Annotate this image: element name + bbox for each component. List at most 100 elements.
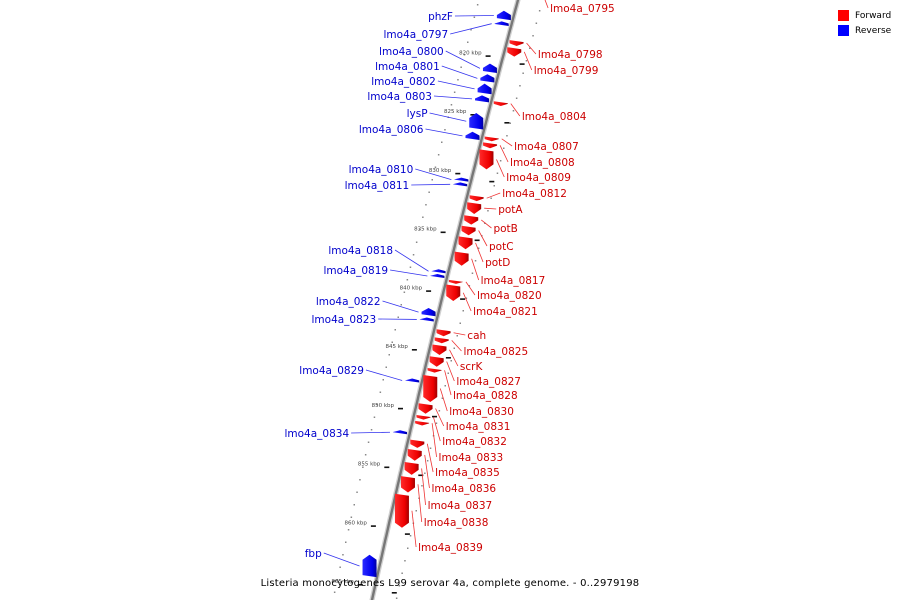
reverse-gene-fbp[interactable] bbox=[362, 554, 377, 578]
forward-gene-label[interactable]: lmo4a_0817 bbox=[481, 275, 546, 287]
reverse-gene-label[interactable]: lmo4a_0822 bbox=[316, 296, 381, 308]
reverse-gene-lysP[interactable] bbox=[469, 113, 484, 130]
reverse-gene-label[interactable]: lmo4a_0819 bbox=[323, 265, 388, 277]
forward-gene-lmo4a_0808[interactable] bbox=[483, 142, 498, 149]
forward-gene-lmo4a_0835[interactable] bbox=[410, 439, 425, 448]
reverse-gene-lmo4a_0823[interactable] bbox=[419, 317, 434, 322]
forward-label-leader bbox=[523, 51, 533, 71]
legend-item-reverse[interactable]: Reverse bbox=[838, 23, 891, 38]
forward-gene-label[interactable]: lmo4a_0821 bbox=[473, 306, 538, 318]
reverse-gene-lmo4a_0803[interactable] bbox=[475, 95, 490, 103]
reverse-gene-label[interactable]: lmo4a_0823 bbox=[312, 314, 377, 326]
reverse-gene-label[interactable]: lmo4a_0810 bbox=[349, 164, 414, 176]
forward-gene-lmo4a_0825[interactable] bbox=[434, 337, 449, 344]
forward-gene-label[interactable]: lmo4a_0807 bbox=[514, 141, 579, 153]
reverse-gene-label[interactable]: lmo4a_0818 bbox=[328, 245, 393, 257]
forward-gene-label[interactable]: potB bbox=[493, 223, 517, 235]
forward-gene-label[interactable]: lmo4a_0804 bbox=[522, 111, 587, 123]
major-tick-left bbox=[470, 114, 476, 116]
reverse-gene-label[interactable]: lmo4a_0800 bbox=[379, 46, 444, 58]
forward-gene-lmo4a_0820[interactable] bbox=[448, 279, 463, 284]
forward-gene-label[interactable]: lmo4a_0827 bbox=[456, 376, 521, 388]
forward-gene-potD[interactable] bbox=[458, 236, 473, 250]
major-tick-right bbox=[504, 122, 510, 124]
forward-gene-lmo4a_0799[interactable] bbox=[507, 47, 522, 57]
legend-item-forward[interactable]: Forward bbox=[838, 8, 891, 23]
reverse-gene-lmo4a_0822[interactable] bbox=[421, 308, 436, 317]
forward-gene-label[interactable]: lmo4a_0830 bbox=[449, 406, 514, 418]
forward-gene-label[interactable]: cah bbox=[467, 330, 486, 342]
forward-gene-label[interactable]: lmo4a_0835 bbox=[435, 467, 500, 479]
reverse-gene-lmo4a_0802[interactable] bbox=[477, 83, 492, 95]
reverse-gene-label[interactable]: lmo4a_0829 bbox=[299, 365, 364, 377]
reverse-gene-lmo4a_0819[interactable] bbox=[430, 273, 445, 278]
forward-gene-lmo4a_0807[interactable] bbox=[484, 136, 499, 142]
major-tick-left bbox=[370, 525, 376, 527]
forward-gene-label[interactable]: lmo4a_0812 bbox=[502, 188, 567, 200]
reverse-gene-lmo4a_0810[interactable] bbox=[454, 177, 469, 182]
forward-gene-lmo4a_0798[interactable] bbox=[509, 40, 524, 47]
reverse-gene-label[interactable]: fbp bbox=[305, 548, 322, 560]
reverse-gene-lmo4a_0801[interactable] bbox=[480, 74, 495, 83]
forward-gene-label[interactable]: lmo4a_0809 bbox=[506, 172, 571, 184]
forward-gene-lmo4a_0838[interactable] bbox=[400, 476, 415, 493]
reverse-gene-label[interactable]: lmo4a_0806 bbox=[359, 124, 424, 136]
reverse-gene-lmo4a_0818[interactable] bbox=[431, 269, 446, 274]
forward-gene-label[interactable]: lmo4a_0836 bbox=[431, 483, 496, 495]
forward-gene-label[interactable]: lmo4a_0828 bbox=[453, 390, 518, 402]
forward-gene-label[interactable]: lmo4a_0832 bbox=[442, 436, 507, 448]
reverse-gene-label[interactable]: phzF bbox=[428, 11, 453, 23]
reverse-gene-label[interactable]: lmo4a_0834 bbox=[284, 428, 349, 440]
reverse-gene-label[interactable]: lysP bbox=[407, 108, 428, 120]
reverse-gene-lmo4a_0800[interactable] bbox=[482, 63, 497, 74]
forward-gene-label[interactable]: lmo4a_0795 bbox=[550, 3, 615, 15]
reverse-gene-label[interactable]: lmo4a_0803 bbox=[367, 91, 432, 103]
reverse-gene-label[interactable]: lmo4a_0801 bbox=[375, 61, 440, 73]
forward-gene-label[interactable]: lmo4a_0820 bbox=[477, 290, 542, 302]
forward-gene-lmo4a_0832[interactable] bbox=[416, 414, 431, 420]
forward-gene-label[interactable]: lmo4a_0831 bbox=[446, 421, 511, 433]
forward-gene-cah[interactable] bbox=[436, 329, 451, 337]
forward-label-leader bbox=[478, 230, 488, 247]
reverse-gene-label[interactable]: lmo4a_0797 bbox=[384, 29, 449, 41]
forward-gene-label[interactable]: lmo4a_0798 bbox=[538, 49, 603, 61]
reverse-gene-lmo4a_0829[interactable] bbox=[405, 378, 420, 383]
forward-gene-lmo4a_0809[interactable] bbox=[479, 149, 494, 170]
reverse-gene-label[interactable]: lmo4a_0811 bbox=[345, 180, 410, 192]
forward-gene-lmo4a_0817[interactable] bbox=[454, 251, 469, 266]
forward-gene-lmo4a_0812[interactable] bbox=[469, 195, 484, 202]
forward-gene-label[interactable]: lmo4a_0838 bbox=[424, 517, 489, 529]
forward-gene-lmo4a_0828[interactable] bbox=[427, 367, 442, 373]
forward-gene-label[interactable]: lmo4a_0825 bbox=[463, 346, 528, 358]
forward-gene-lmo4a_0836[interactable] bbox=[407, 449, 422, 461]
reverse-gene-label[interactable]: lmo4a_0802 bbox=[371, 76, 436, 88]
forward-gene-lmo4a_0839[interactable] bbox=[394, 493, 409, 528]
forward-gene-label[interactable]: lmo4a_0799 bbox=[534, 65, 599, 77]
forward-gene-lmo4a_0830[interactable] bbox=[423, 375, 438, 403]
forward-gene-label[interactable]: potC bbox=[489, 241, 514, 253]
forward-gene-label[interactable]: lmo4a_0837 bbox=[428, 500, 493, 512]
forward-gene-potA[interactable] bbox=[467, 202, 482, 215]
forward-gene-label[interactable]: scrK bbox=[460, 361, 484, 373]
reverse-gene-lmo4a_0806[interactable] bbox=[465, 131, 480, 141]
forward-gene-scrK[interactable] bbox=[432, 344, 447, 356]
forward-gene-lmo4a_0837[interactable] bbox=[404, 461, 419, 475]
reverse-gene-lmo4a_0797[interactable] bbox=[494, 21, 509, 27]
forward-gene-label[interactable]: potD bbox=[485, 257, 510, 269]
forward-gene-label[interactable]: lmo4a_0808 bbox=[510, 157, 575, 169]
forward-gene-potC[interactable] bbox=[461, 225, 476, 236]
forward-gene-lmo4a_0833[interactable] bbox=[415, 420, 430, 426]
forward-gene-potB[interactable] bbox=[464, 215, 479, 225]
forward-gene-lmo4a_0821[interactable] bbox=[446, 284, 461, 301]
forward-label-leader bbox=[426, 443, 434, 473]
reverse-gene-phzF[interactable] bbox=[496, 10, 511, 21]
forward-gene-lmo4a_0831[interactable] bbox=[418, 403, 433, 414]
forward-gene-lmo4a_0804[interactable] bbox=[493, 101, 508, 106]
reverse-gene-lmo4a_0811[interactable] bbox=[453, 182, 468, 187]
reverse-gene-lmo4a_0834[interactable] bbox=[392, 430, 407, 435]
forward-gene-label[interactable]: lmo4a_0833 bbox=[439, 452, 504, 464]
forward-gene-label[interactable]: potA bbox=[498, 204, 523, 216]
forward-gene-label[interactable]: lmo4a_0839 bbox=[418, 542, 483, 554]
forward-gene-lmo4a_0827[interactable] bbox=[429, 356, 444, 367]
